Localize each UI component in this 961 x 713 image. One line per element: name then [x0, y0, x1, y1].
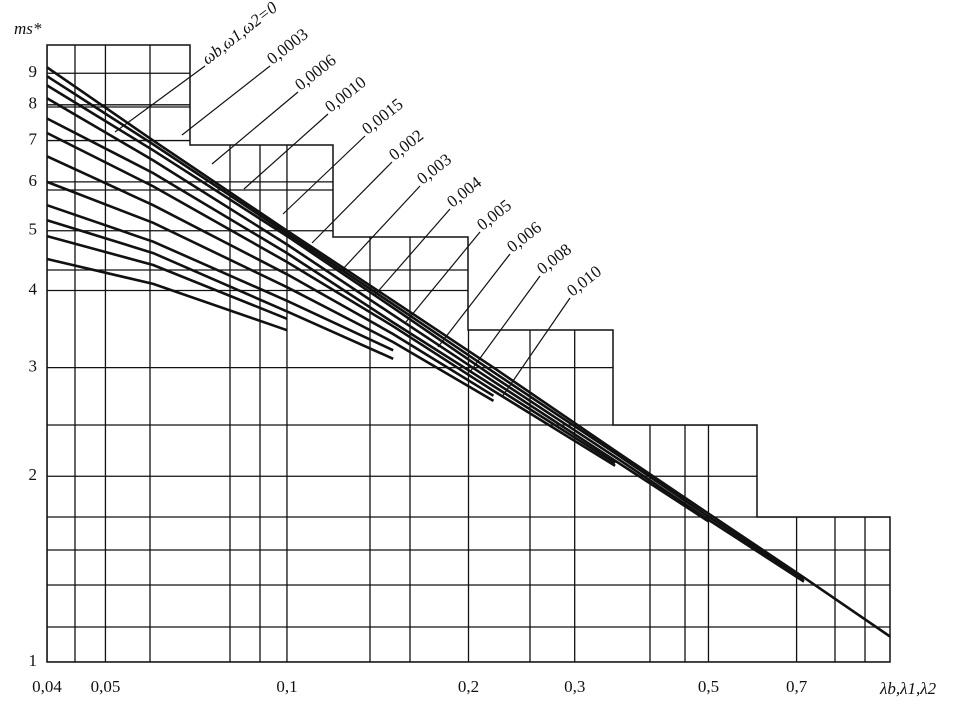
leader-line: [469, 275, 541, 373]
y-tick-label: 8: [29, 94, 38, 113]
curve-label: 0,006: [503, 218, 545, 257]
curve-label: 0,004: [443, 172, 485, 211]
curve-label: 0,005: [473, 196, 515, 235]
curve-label: 0,008: [533, 240, 575, 279]
curve: [46, 155, 495, 397]
y-tick-label: 9: [29, 62, 38, 81]
curve-label: 0,003: [413, 150, 455, 189]
x-tick-label: 0,5: [698, 677, 719, 696]
leader-line: [114, 65, 206, 133]
x-tick-label: 0,2: [458, 677, 479, 696]
leader-line: [282, 135, 366, 215]
leader-line: [341, 185, 421, 271]
curve-label: 0,0003: [263, 24, 312, 68]
x-tick-label: 0,7: [786, 677, 808, 696]
leader-line: [501, 297, 571, 398]
x-axis-label: λb,λ1,λ2: [879, 679, 937, 698]
leader-line: [437, 253, 511, 348]
leader-line: [181, 65, 271, 136]
curve: [46, 84, 805, 583]
curve: [46, 117, 616, 465]
curve: [46, 218, 394, 360]
y-axis-label: ms*: [14, 19, 42, 38]
curve: [46, 203, 394, 352]
leader-line: [405, 231, 481, 323]
curve-label: 0,0010: [321, 72, 370, 116]
leader-line: [211, 91, 299, 165]
curve: [46, 66, 891, 638]
y-tick-label: 1: [29, 651, 38, 670]
curve: [46, 75, 805, 581]
curve: [46, 131, 616, 467]
curve: [46, 97, 710, 523]
y-tick-label: 7: [29, 129, 38, 148]
curve: [46, 234, 288, 321]
curve: [46, 180, 495, 403]
grid: [47, 45, 890, 662]
leader-line: [311, 161, 393, 244]
curve-label: 0,0006: [291, 50, 340, 94]
x-tick-label: 0,04: [32, 677, 62, 696]
curve-label: 0,010: [563, 262, 605, 301]
y-tick-label: 5: [29, 220, 38, 239]
y-tick-label: 6: [29, 171, 38, 190]
x-tick-label: 0,3: [564, 677, 585, 696]
curve-label: 0,0015: [358, 94, 407, 138]
plot-frame: [46, 44, 891, 663]
curve-label: 0,002: [385, 126, 427, 165]
y-tick-label: 4: [29, 279, 38, 298]
x-tick-label: 0,05: [91, 677, 121, 696]
y-tick-label: 3: [29, 357, 38, 376]
x-tick-label: 0,1: [276, 677, 297, 696]
leader-line: [373, 208, 451, 297]
y-tick-label: 2: [29, 465, 38, 484]
leader-line: [243, 113, 329, 190]
curve: [46, 257, 288, 332]
